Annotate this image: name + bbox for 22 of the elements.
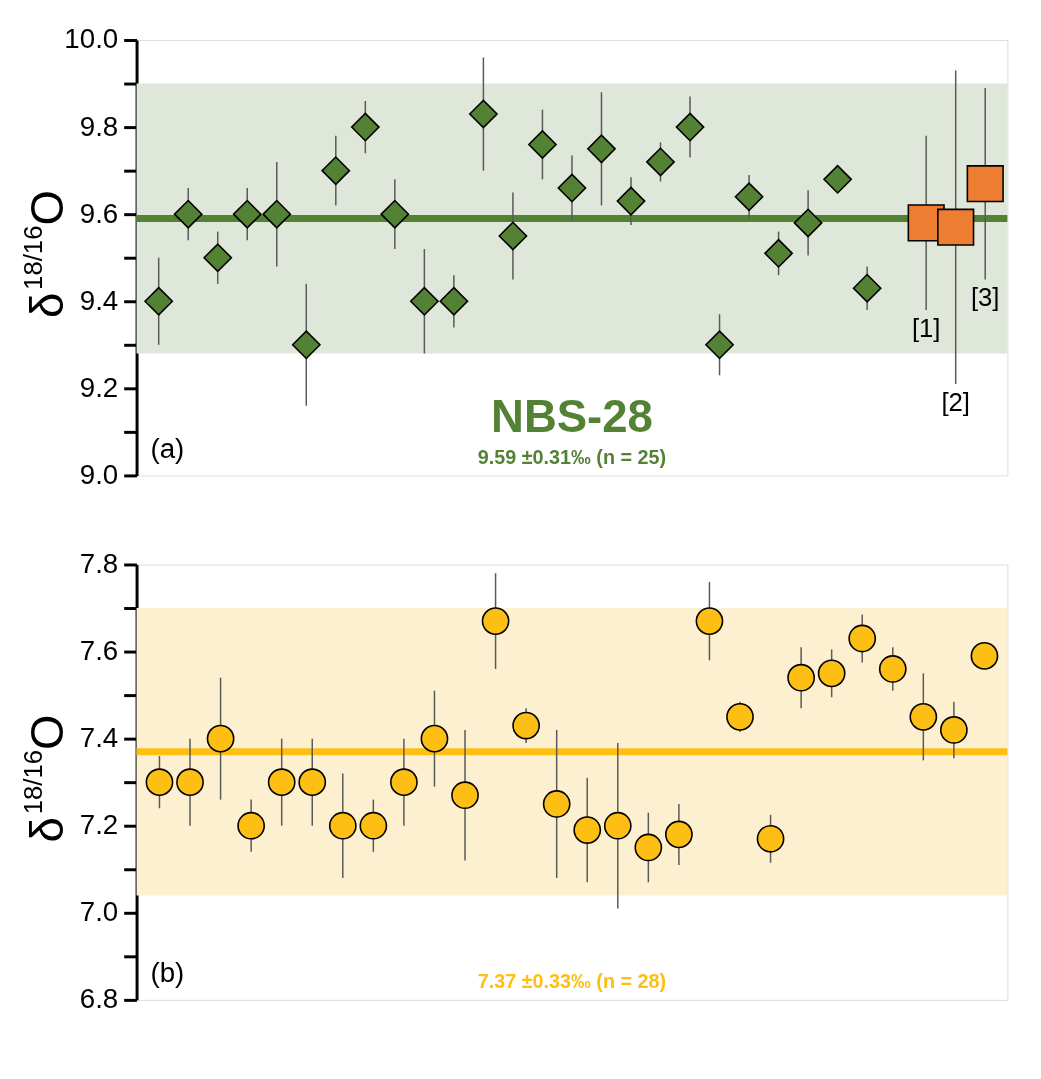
annotation: (b) [150,957,185,989]
y-axis-title: δ18/16O [18,714,74,843]
text: [3] [970,283,1000,312]
y-tick-label: 7.4 [79,722,119,754]
y-axis-title: δ18/16O [18,190,74,319]
y-tick-label: 7.6 [79,634,119,666]
text: 7.37 ±0.33‰ (n = 28) [477,970,667,992]
y-tick-label: 9.0 [79,458,119,490]
y-tick-label: 9.6 [79,197,119,229]
y-tick-label: 10.0 [64,23,119,55]
text: [2] [941,387,970,416]
text: 9.59 ±0.31‰ (n = 25) [477,445,667,468]
y-tick-label: 7.2 [79,809,119,841]
y-tick-label: 9.8 [79,110,119,142]
y-tick-label: 9.4 [79,284,119,316]
annotation: (a) [150,432,185,464]
y-tick-label: 6.8 [79,983,119,1015]
text: [1] [911,313,941,342]
y-tick-label: 9.2 [79,371,119,403]
y-tick-label: 7.0 [79,896,119,928]
y-tick-label: 7.8 [79,547,119,579]
text: NBS-28 [491,390,653,442]
